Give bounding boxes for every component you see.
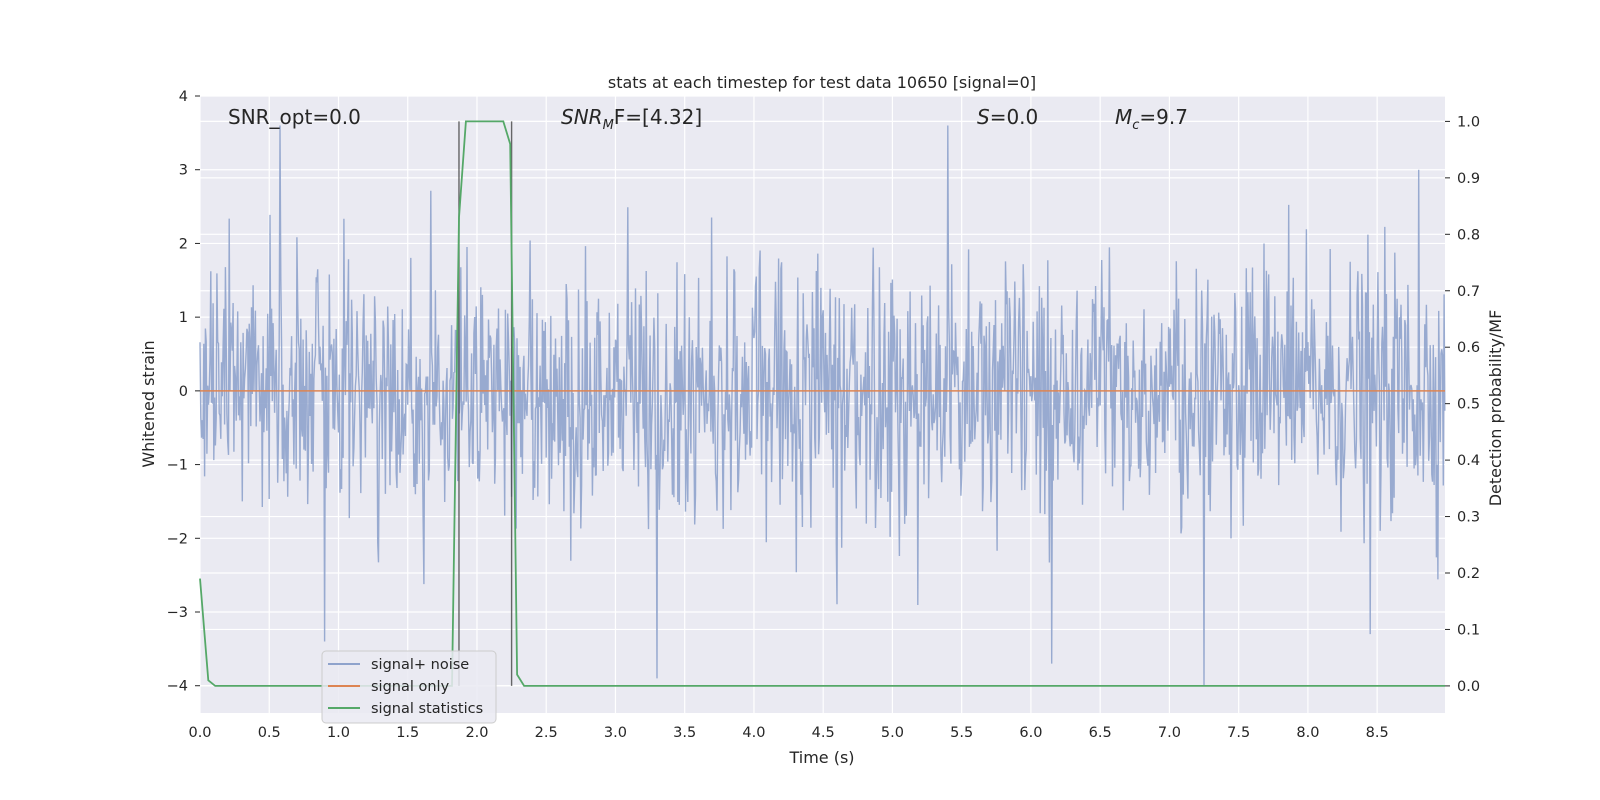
x-tick-label: 0.5 [258, 725, 281, 741]
x-tick-label: 5.0 [881, 725, 904, 741]
legend-label-signal-only: signal only [371, 679, 450, 695]
annotation-mc: Mc=9.7 [1115, 105, 1188, 133]
y2-axis-label: Detection probability/MF [1486, 310, 1505, 507]
line-signal-statistics [199, 120, 1445, 687]
mc-suffix: =9.7 [1139, 105, 1188, 129]
y2-tick-label: 0.4 [1457, 453, 1480, 469]
x-tick-label: 6.5 [1089, 725, 1112, 741]
annotation-s: S=0.0 [977, 105, 1038, 129]
y2-tick-label: 0.9 [1457, 171, 1480, 187]
y2-tick-label: 0.8 [1457, 227, 1480, 243]
y-tick-label: 1 [179, 310, 188, 326]
y2-tick-label: 1.0 [1457, 114, 1480, 130]
chart-title: stats at each timestep for test data 106… [608, 73, 1036, 92]
y-tick-label: −1 [167, 458, 188, 474]
snr-mf-sub: M [603, 118, 614, 133]
s-prefix: S [977, 105, 990, 129]
x-tick-label: 7.0 [1158, 725, 1181, 741]
y2-tick-label: 0.5 [1457, 397, 1480, 413]
y2-tick-label: 0.7 [1457, 284, 1480, 300]
mc-sub: c [1132, 118, 1139, 133]
x-axis-label: Time (s) [788, 748, 854, 767]
s-suffix: =0.0 [990, 105, 1039, 129]
legend: signal+ noise signal only signal statist… [321, 650, 497, 724]
y-tick-label: 0 [179, 384, 188, 400]
x-tick-label: 2.5 [535, 725, 558, 741]
y-tick-label: 3 [179, 163, 188, 179]
y-tick-label: −4 [167, 679, 188, 695]
x-tick-label: 6.0 [1019, 725, 1042, 741]
y-tick-label: −3 [167, 605, 188, 621]
annotation-snr-opt: SNR_opt=0.0 [228, 105, 361, 129]
legend-label-signal-noise: signal+ noise [371, 657, 469, 673]
y-tick-labels: 4 3 2 1 0 −1 −2 −3 −4 [167, 89, 200, 695]
y2-tick-label: 0.0 [1457, 679, 1480, 695]
x-tick-labels: 0.0 0.5 1.0 1.5 2.0 2.5 3.0 3.5 4.0 4.5 5.0 5.5 6.0 6… [188, 725, 1388, 741]
y2-tick-labels: 1.0 0.9 0.8 0.7 0.6 0.5 0.4 0.3 0.2 0.1 0.0 [1445, 114, 1480, 695]
x-tick-label: 1.5 [396, 725, 419, 741]
x-tick-label: 4.0 [742, 725, 765, 741]
y-axis-label: Whitened strain [139, 340, 158, 467]
y2-tick-label: 0.2 [1457, 566, 1480, 582]
x-tick-label: 5.5 [950, 725, 973, 741]
annotation-snr-mf: SNRMF=[4.32] [561, 105, 702, 133]
x-tick-label: 3.5 [673, 725, 696, 741]
y-tick-label: 4 [179, 89, 188, 105]
x-tick-label: 3.0 [604, 725, 627, 741]
y2-tick-label: 0.6 [1457, 340, 1480, 356]
snr-mf-suffix: F=[4.32] [614, 105, 702, 129]
x-tick-label: 2.0 [465, 725, 488, 741]
x-tick-label: 4.5 [812, 725, 835, 741]
legend-label-signal-statistics: signal statistics [371, 701, 483, 717]
plot-background [200, 96, 1445, 713]
x-tick-label: 8.5 [1366, 725, 1389, 741]
x-tick-label: 7.5 [1227, 725, 1250, 741]
series-signal-statistics [199, 120, 1445, 687]
y2-tick-label: 0.1 [1457, 622, 1480, 638]
snr-mf-prefix: SNR [561, 105, 603, 129]
mc-prefix: M [1115, 105, 1132, 129]
y-tick-label: 2 [179, 236, 188, 252]
x-tick-label: 1.0 [327, 725, 350, 741]
y-tick-label: −2 [167, 531, 188, 547]
legend-box [321, 650, 497, 724]
y2-tick-label: 0.3 [1457, 510, 1480, 526]
x-tick-label: 0.0 [188, 725, 211, 741]
x-tick-label: 8.0 [1296, 725, 1319, 741]
